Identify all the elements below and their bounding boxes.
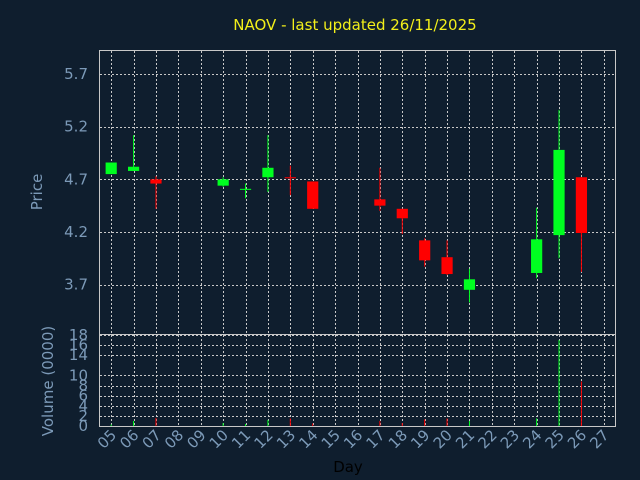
- volume-grid: [100, 335, 615, 427]
- candle-body: [239, 188, 252, 190]
- volume-tick-label: 16: [69, 336, 88, 354]
- candle-body: [374, 199, 386, 206]
- candles: [105, 109, 588, 303]
- candle-body: [262, 167, 274, 178]
- volume-axis-label: Volume (0000): [39, 326, 57, 436]
- price-grid: [100, 51, 615, 334]
- chart-title: NAOV - last updated 26/11/2025: [233, 16, 476, 34]
- candle-body: [419, 240, 431, 261]
- candle-body: [150, 179, 162, 184]
- volume-tick-label: 6: [78, 387, 88, 405]
- candle-body: [284, 177, 296, 179]
- volume-bars: [110, 340, 582, 426]
- x-axis-label: Day: [333, 458, 363, 476]
- candle-body: [463, 279, 476, 290]
- x-ticks: 0506070809101112131415161718192021222324…: [94, 426, 613, 452]
- price-axis-label: Price: [28, 174, 46, 211]
- volume-tick-label: 14: [69, 346, 88, 364]
- candle-body: [396, 208, 408, 219]
- candle-body: [441, 257, 453, 275]
- candle-body: [531, 239, 543, 273]
- volume-tick-label: 0: [78, 417, 88, 435]
- volume-tick-label: 18: [69, 326, 88, 344]
- volume-tick-label: 2: [78, 407, 88, 425]
- price-tick-label: 5.7: [64, 65, 88, 83]
- candle-body: [127, 166, 140, 171]
- price-panel-frame: [99, 50, 616, 335]
- price-tick-label: 4.2: [64, 223, 88, 241]
- price-tick-label: 3.7: [64, 276, 88, 294]
- volume-panel-frame: [99, 334, 616, 427]
- x-tick-label: 27: [586, 426, 612, 452]
- volume-tick-label: 4: [78, 397, 88, 415]
- volume-tick-label: 8: [78, 377, 88, 395]
- price-tick-label: 4.7: [64, 170, 88, 188]
- price-y-ticks: 3.7 4.2 4.7 5.2 5.7: [64, 65, 88, 293]
- candle-body: [575, 177, 588, 234]
- price-tick-label: 5.2: [64, 118, 88, 136]
- candle-body: [307, 181, 319, 209]
- candle-body: [217, 179, 229, 186]
- candle-body: [105, 162, 117, 175]
- candle-body: [553, 149, 565, 236]
- volume-tick-label: 10: [69, 366, 88, 384]
